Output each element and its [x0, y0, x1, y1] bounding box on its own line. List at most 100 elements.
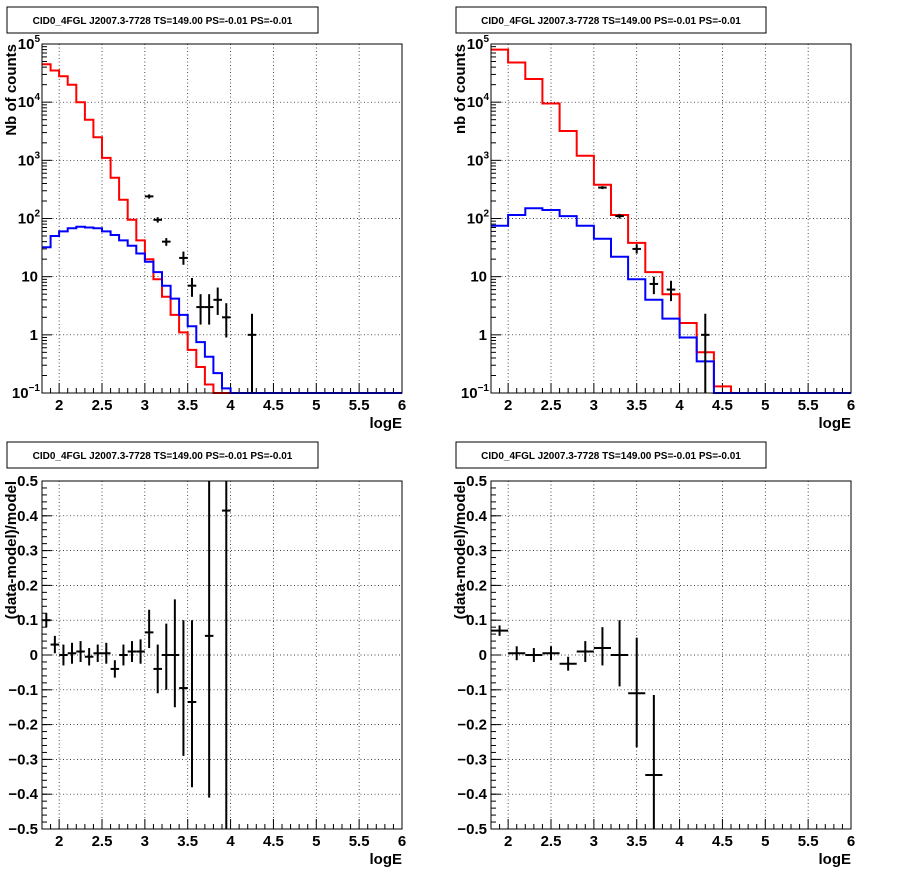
y-tick-label: 1: [30, 327, 38, 344]
data-point: [213, 287, 222, 315]
y-tick-label: 0.4: [17, 508, 39, 525]
x-axis-title: logE: [819, 415, 852, 432]
x-tick-label: 5.5: [349, 397, 370, 414]
x-tick-label: 5: [312, 397, 320, 414]
data-point: [144, 609, 154, 649]
x-tick-label: 3: [141, 397, 149, 414]
data-point: [632, 244, 641, 254]
y-tick-label: −0.4: [457, 786, 487, 803]
data-point: [102, 642, 111, 664]
x-tick-label: 4: [675, 397, 684, 414]
x-axis-title: logE: [819, 851, 852, 868]
y-axis-title: Nb of counts: [3, 44, 20, 136]
x-tick-label: 6: [398, 833, 406, 850]
x-tick-label: 3.5: [626, 397, 647, 414]
data-point: [42, 613, 51, 628]
y-tick-label: 0.4: [466, 508, 488, 525]
chart-panel-3: CID0_4FGL J2007.3-7728 TS=149.00 PS=-0.0…: [3, 441, 406, 868]
chart-panel-1: CID0_4FGL J2007.3-7728 TS=149.00 PS=-0.0…: [3, 6, 406, 432]
x-tick-label: 2.5: [541, 397, 562, 414]
data-point: [196, 294, 205, 325]
chart-title: CID0_4FGL J2007.3-7728 TS=149.00 PS=-0.0…: [33, 451, 293, 462]
x-tick-label: 2: [504, 397, 512, 414]
chart-title-box: [455, 6, 767, 34]
y-tick-label: −0.4: [8, 786, 38, 803]
data-point: [666, 280, 676, 302]
x-tick-label: 6: [847, 397, 855, 414]
data-point: [649, 276, 659, 295]
data-point: [645, 695, 663, 829]
series-1-histogram: [491, 48, 851, 394]
y-tick-label: 10: [470, 269, 487, 286]
x-tick-label: 4: [226, 397, 235, 414]
x-tick-label: 4.5: [712, 833, 733, 850]
y-tick-label: −0.3: [8, 751, 38, 768]
y-tick-label: 0: [479, 647, 487, 664]
x-tick-label: 3.5: [177, 397, 198, 414]
data-point: [701, 313, 710, 393]
x-tick-label: 4: [226, 833, 235, 850]
y-tick-label: 103: [18, 150, 41, 169]
y-axis-title: (data-model)/model: [3, 481, 20, 619]
x-tick-label: 2: [55, 397, 63, 414]
data-point: [187, 620, 197, 788]
chart-title: CID0_4FGL J2007.3-7728 TS=149.00 PS=-0.0…: [33, 16, 293, 27]
x-tick-label: 2: [55, 833, 63, 850]
data-point: [222, 481, 231, 829]
y-tick-label: −0.1: [457, 682, 487, 699]
data-point: [542, 646, 560, 661]
plot-frame: [41, 43, 403, 394]
y-tick-label: 0: [30, 647, 38, 664]
chart-panel-2: CID0_4FGL J2007.3-7728 TS=149.00 PS=-0.0…: [452, 6, 855, 432]
data-point: [110, 660, 120, 678]
y-tick-label: 105: [467, 34, 490, 53]
x-tick-label: 4.5: [712, 397, 733, 414]
data-point: [222, 303, 231, 338]
data-point: [153, 217, 162, 223]
y-tick-label: 10−1: [12, 383, 41, 402]
data-point: [67, 642, 77, 664]
plot-frame: [490, 480, 852, 830]
y-tick-label: −0.2: [8, 717, 38, 734]
x-tick-label: 3: [141, 833, 149, 850]
data-point: [508, 646, 526, 661]
y-axis-title: nb of counts: [452, 44, 469, 134]
plot-frame: [41, 480, 403, 830]
data-point: [119, 644, 128, 666]
y-tick-label: 0.5: [17, 473, 38, 490]
y-tick-label: 0.1: [466, 612, 487, 629]
y-tick-label: 0.2: [466, 577, 487, 594]
x-tick-label: 5.5: [798, 833, 819, 850]
x-axis-title: logE: [370, 851, 403, 868]
data-point: [59, 644, 68, 666]
x-tick-label: 2.5: [92, 833, 113, 850]
data-point: [491, 625, 509, 636]
chart-title: CID0_4FGL J2007.3-7728 TS=149.00 PS=-0.0…: [481, 451, 741, 462]
x-tick-label: 6: [398, 397, 406, 414]
x-tick-label: 3: [590, 833, 598, 850]
x-tick-label: 3.5: [626, 833, 647, 850]
data-point: [187, 277, 197, 297]
y-tick-label: −0.5: [457, 821, 487, 838]
data-point: [170, 599, 180, 708]
y-axis-title: (data-model)/model: [452, 481, 469, 619]
data-point: [179, 620, 188, 756]
plot-frame: [490, 43, 852, 394]
y-tick-label: 10−1: [461, 383, 490, 402]
data-point: [628, 637, 646, 748]
y-tick-label: 0.1: [17, 612, 38, 629]
x-tick-label: 5.5: [349, 833, 370, 850]
y-tick-label: 0.2: [17, 577, 38, 594]
chart-title-box: [455, 441, 767, 469]
x-tick-label: 5: [761, 397, 769, 414]
data-point: [50, 635, 60, 654]
data-point: [84, 648, 94, 666]
series-2-histogram: [42, 225, 402, 394]
x-tick-label: 2: [504, 833, 512, 850]
data-point: [204, 481, 214, 798]
y-tick-label: 1: [479, 327, 487, 344]
data-point: [136, 639, 145, 664]
x-tick-label: 2.5: [92, 397, 113, 414]
y-tick-label: −0.1: [8, 682, 38, 699]
